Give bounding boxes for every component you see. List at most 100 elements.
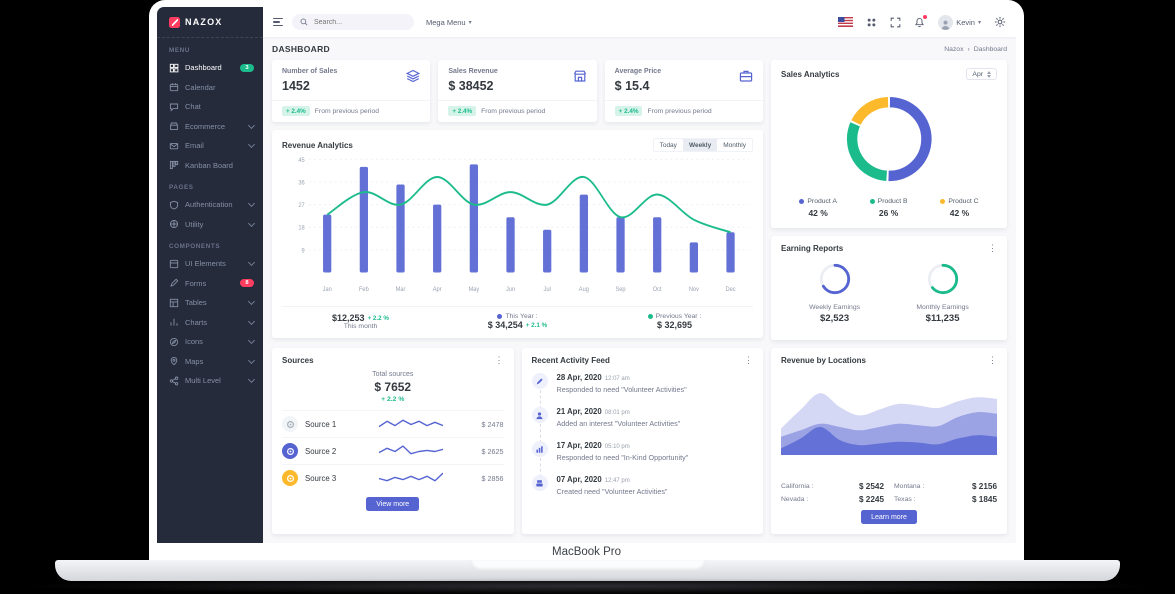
sidebar: NAZOX MENU Dashboard 3 Calendar Chat Ecommerc… <box>157 7 263 543</box>
chevron-down-icon: ▾ <box>468 19 472 26</box>
sidebar-item-ecommerce[interactable]: Ecommerce <box>157 117 263 137</box>
activity-date: 28 Apr, 2020 12:07 am <box>556 373 630 382</box>
sidebar-item-multi-level[interactable]: Multi Level <box>157 371 263 391</box>
legend-line: Product A <box>799 198 837 205</box>
fullscreen-icon[interactable] <box>890 17 901 28</box>
search-input[interactable] <box>312 17 396 27</box>
search-box[interactable] <box>292 14 414 30</box>
sidebar-item-label: Kanban Board <box>185 160 233 170</box>
brand-logo[interactable]: NAZOX <box>157 7 263 38</box>
source-row-source-1[interactable]: Source 1 $ 2478 <box>282 410 504 437</box>
kebab-menu-icon[interactable]: ⋮ <box>988 355 997 365</box>
sources-title: Sources <box>282 356 314 365</box>
sidebar-item-label: Calendar <box>185 82 216 92</box>
svg-text:Feb: Feb <box>359 286 369 294</box>
kebab-menu-icon[interactable]: ⋮ <box>744 355 753 365</box>
legend-item-product-c: Product C 42 % <box>940 198 979 218</box>
macbook-base-notch <box>470 560 705 571</box>
charts-icon <box>169 317 179 327</box>
svg-text:Apr: Apr <box>433 286 442 294</box>
earning-reports-card: Earning Reports ⋮ Weekly Earnings $2,523 M… <box>771 236 1007 340</box>
summary-label: Previous Year : <box>655 313 702 320</box>
legend-item-product-b: Product B 26 % <box>869 198 908 218</box>
breadcrumb-separator: › <box>967 45 970 53</box>
source-label: Source 2 <box>305 446 337 456</box>
icons-icon <box>169 337 179 347</box>
sidebar-item-icons[interactable]: Icons <box>157 332 263 352</box>
topbar: Mega Menu ▾ <box>263 7 1016 37</box>
location-label: Montana : <box>894 483 925 490</box>
us-flag-icon[interactable] <box>838 17 854 27</box>
legend-line: Product C <box>940 198 979 205</box>
sidebar-item-authentication[interactable]: Authentication <box>157 195 263 215</box>
sidebar-item-kanban-board[interactable]: Kanban Board <box>157 156 263 176</box>
source-value: $ 2856 <box>481 473 504 483</box>
summary-line: $ 32,695 <box>596 320 753 330</box>
user-menu[interactable]: Kevin ▾ <box>938 14 981 30</box>
calendar-icon <box>169 82 179 92</box>
stat-card-title: Average Price <box>614 68 662 75</box>
sidebar-item-email[interactable]: Email <box>157 136 263 156</box>
source-label: Source 1 <box>305 419 337 429</box>
avatar <box>938 14 954 30</box>
activity-feed-card: Recent Activity Feed ⋮ 28 Apr, 2020 12:07… <box>521 348 763 534</box>
sidebar-item-utility[interactable]: Utility <box>157 215 263 235</box>
kebab-menu-icon[interactable]: ⋮ <box>494 355 504 365</box>
svg-text:Sep: Sep <box>615 286 626 294</box>
svg-text:18: 18 <box>298 224 305 232</box>
view-more-button[interactable]: View more <box>366 497 420 511</box>
sidebar-item-tables[interactable]: Tables <box>157 293 263 313</box>
source-sparkline <box>360 416 463 432</box>
learn-more-button[interactable]: Learn more <box>861 510 917 524</box>
breadcrumb-root[interactable]: Nazox <box>944 45 964 53</box>
period-button-weekly[interactable]: Weekly <box>682 139 718 151</box>
sidebar-item-label: Dashboard <box>185 63 222 73</box>
sidebar-item-dashboard[interactable]: Dashboard 3 <box>157 58 263 78</box>
sources-total: Total sources $ 7652 + 2.2 % <box>282 371 504 403</box>
stat-note: From previous period <box>481 107 546 115</box>
sidebar-item-calendar[interactable]: Calendar <box>157 78 263 98</box>
legend-label: Product B <box>877 198 908 205</box>
svg-text:Jul: Jul <box>544 286 551 294</box>
sales-analytics-card: Sales Analytics Apr Product A 42 % Pr <box>771 60 1007 228</box>
macbook-screen: NAZOX MENU Dashboard 3 Calendar Chat Ecommerc… <box>149 0 1024 560</box>
sidebar-item-chat[interactable]: Chat <box>157 97 263 117</box>
apps-grid-icon[interactable] <box>866 17 877 28</box>
sidebar-item-charts[interactable]: Charts <box>157 313 263 333</box>
sidebar-item-label: Authentication <box>185 200 233 210</box>
sidebar-item-forms[interactable]: Forms 8 <box>157 274 263 294</box>
sidebar-item-label: Ecommerce <box>185 121 226 131</box>
sidebar-item-label: Charts <box>185 317 208 327</box>
period-button-monthly[interactable]: Monthly <box>717 139 752 151</box>
activity-item: 21 Apr, 2020 08:01 pm Added an interest "V… <box>531 407 754 443</box>
multi-level-icon <box>169 376 179 386</box>
svg-text:27: 27 <box>298 202 305 210</box>
earning-value: $11,235 <box>925 312 960 324</box>
mega-menu-button[interactable]: Mega Menu ▾ <box>426 18 472 27</box>
mega-menu-label: Mega Menu <box>426 17 466 27</box>
menu-toggle-icon[interactable] <box>273 17 283 27</box>
source-value: $ 2625 <box>481 446 504 456</box>
gear-icon[interactable] <box>994 16 1006 28</box>
page-content: DASHBOARD Nazox › Dashboard Number of Sa… <box>263 37 1016 543</box>
source-row-source-2[interactable]: Source 2 $ 2625 <box>282 437 504 464</box>
sidebar-item-maps[interactable]: Maps <box>157 352 263 372</box>
stat-card-value: 1452 <box>282 79 310 93</box>
activity-item: 17 Apr, 2020 05:10 pm Responded to need "I… <box>531 441 754 477</box>
period-button-today[interactable]: Today <box>653 139 683 151</box>
notification-bell-icon[interactable] <box>914 14 928 28</box>
sales-analytics-title: Sales Analytics <box>781 69 840 79</box>
earning-gauges: Weekly Earnings $2,523 Monthly Earnings $11… <box>781 253 997 332</box>
svg-text:Jun: Jun <box>506 286 516 294</box>
kebab-menu-icon[interactable]: ⋮ <box>988 243 997 253</box>
page-title: DASHBOARD <box>272 44 330 54</box>
source-row-source-3[interactable]: Source 3 $ 2856 <box>282 464 504 491</box>
utility-icon <box>169 219 179 229</box>
sidebar-badge: 3 <box>240 63 254 72</box>
summary-value: $ 32,695 <box>656 320 693 330</box>
source-sparkline <box>360 443 463 459</box>
month-select[interactable]: Apr <box>966 68 997 80</box>
sidebar-item-ui-elements[interactable]: UI Elements <box>157 254 263 274</box>
sidebar-section-title: MENU <box>169 47 190 54</box>
activity-text: Responded to need "Volunteer Activities" <box>556 385 687 394</box>
